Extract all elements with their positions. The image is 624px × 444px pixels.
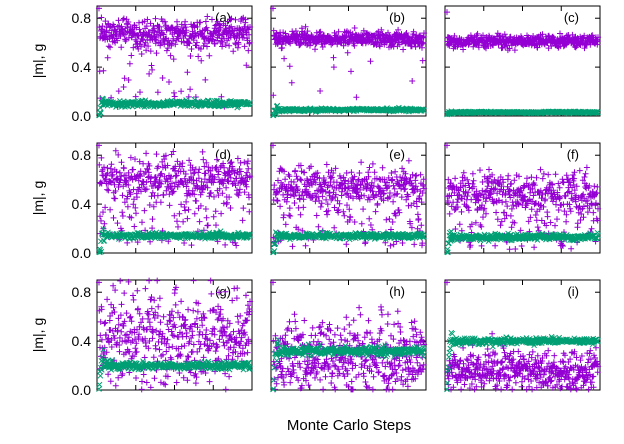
series-m	[270, 5, 427, 101]
series-g	[270, 102, 427, 119]
panel-a: (a)	[96, 5, 253, 119]
y-tick-label: 0.8	[72, 147, 92, 163]
ylabel-layer: 0.0 0.4 0.8 |m|, g 0.0 0.4 0.8 |m|, g 0.0 0.4 0.8 |…	[30, 10, 91, 398]
series-m	[444, 142, 601, 253]
panel-f: (f)	[444, 142, 601, 256]
data-points-m	[444, 9, 601, 54]
series-m	[96, 277, 253, 393]
series-g	[444, 108, 601, 118]
series-g	[444, 228, 601, 256]
panel-c: (c)	[444, 5, 601, 118]
panel-label: (d)	[215, 147, 231, 162]
series-g	[96, 95, 253, 119]
y-tick-label: 0.0	[72, 245, 92, 261]
panel-label: (c)	[564, 10, 579, 25]
panel-label: (f)	[567, 147, 579, 162]
data-points-g	[444, 329, 601, 393]
panel-g: (g)	[96, 277, 253, 393]
data-points-m	[96, 5, 253, 110]
data-points-m	[444, 279, 601, 393]
plots-layer: (a) (b) (c) (d) (e) (f) (g) (h) (i)	[96, 5, 601, 393]
panel-h: (h)	[270, 279, 427, 393]
y-tick-label: 0.8	[72, 284, 92, 300]
panel-d: (d)	[96, 142, 253, 256]
series-g	[96, 346, 253, 392]
data-points-m	[444, 142, 601, 253]
y-axis-label: |m|, g	[30, 44, 46, 79]
y-tick-label: 0.4	[72, 333, 92, 349]
panel-b: (b)	[270, 5, 427, 119]
panel-label: (b)	[389, 10, 405, 25]
y-axis-label: |m|, g	[30, 318, 46, 353]
series-g	[270, 228, 427, 256]
y-tick-label: 0.4	[72, 59, 92, 75]
data-points-g	[96, 95, 253, 119]
data-points-g	[444, 108, 601, 118]
panel-i: (i)	[444, 279, 601, 393]
series-m	[444, 9, 601, 54]
y-axis-label: |m|, g	[30, 181, 46, 216]
series-g	[444, 329, 601, 393]
data-points-g	[270, 228, 427, 256]
series-m	[96, 5, 253, 110]
series-m	[444, 279, 601, 393]
y-tick-label: 0.0	[72, 108, 92, 124]
panel-label: (h)	[389, 284, 405, 299]
panel-label: (e)	[389, 147, 405, 162]
panel-e: (e)	[270, 142, 427, 256]
series-g	[96, 226, 253, 256]
x-axis-label: Monte Carlo Steps	[287, 417, 411, 434]
data-points-g	[96, 346, 253, 392]
data-points-m	[270, 5, 427, 101]
data-points-g	[270, 102, 427, 119]
panel-label: (i)	[567, 284, 579, 299]
data-points-g	[96, 226, 253, 256]
y-tick-label: 0.8	[72, 10, 92, 26]
data-points-g	[444, 228, 601, 256]
y-tick-label: 0.0	[72, 382, 92, 398]
series-g	[270, 336, 427, 393]
data-points-m	[96, 277, 253, 393]
y-tick-label: 0.4	[72, 196, 92, 212]
data-points-g	[270, 336, 427, 393]
